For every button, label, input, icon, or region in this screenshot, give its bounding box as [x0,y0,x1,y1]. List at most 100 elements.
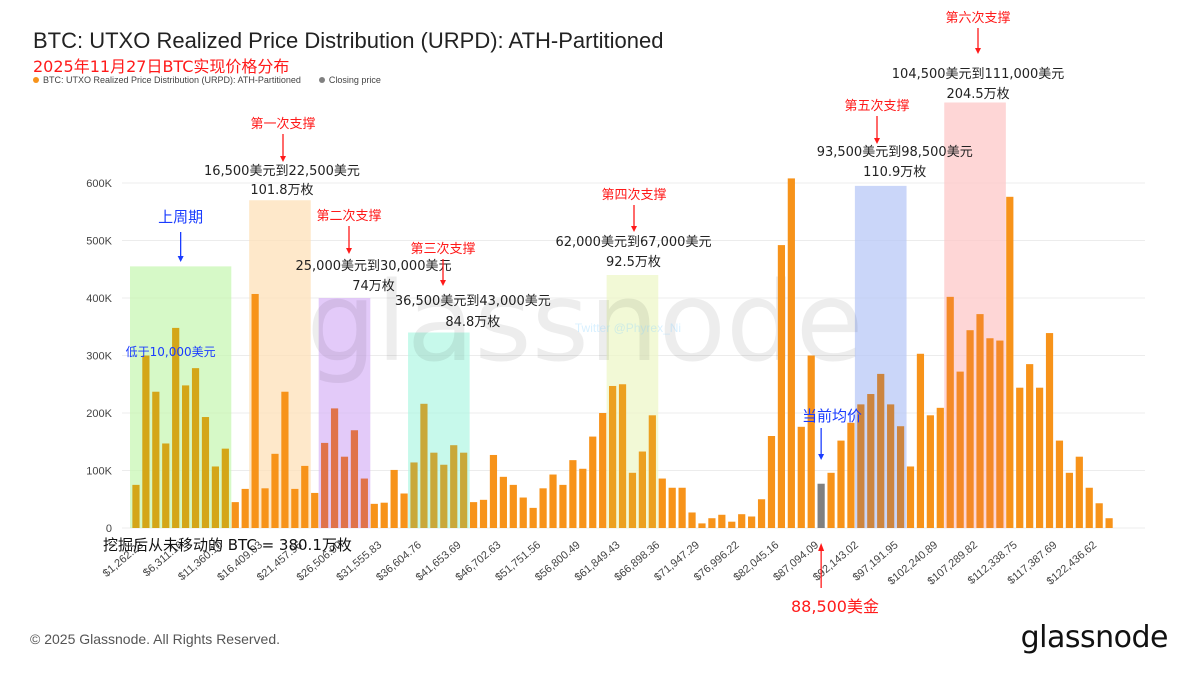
bar [708,518,716,528]
bar [430,452,438,528]
bar [579,468,587,528]
zone-range: 25,000美元到30,000美元 [296,259,452,274]
bar [271,453,279,528]
bar [728,521,736,528]
zone-amount: 74万枚 [352,279,395,294]
unmoved-btc-label: 挖掘后从未移动的 BTC = 380.1万枚 [103,536,352,554]
bar [1035,387,1044,528]
bar [996,340,1004,528]
bar [748,516,756,528]
y-tick-label: 300K [86,351,112,363]
bar [231,502,239,528]
bar [916,353,925,528]
bar [599,413,607,528]
bar [678,487,686,528]
zone-label: 第一次支撑 [250,116,315,132]
bar [837,440,845,528]
bar [718,514,726,528]
bar [509,484,517,528]
y-tick-label: 200K [86,408,112,420]
bar [787,178,795,528]
bar [370,503,378,528]
bar [499,476,507,528]
zone-sublabel: 低于10,000美元 [126,345,216,359]
y-tick-label: 0 [106,523,112,535]
bar [688,512,696,528]
bar [777,245,786,528]
bar [698,523,706,528]
bar [152,391,160,528]
bar [350,430,359,528]
legend-label: BTC: UTXO Realized Price Distribution (U… [43,75,301,85]
glassnode-logo[interactable]: glassnode [1020,620,1169,655]
bar [986,338,994,528]
y-tick-label: 100K [86,466,112,478]
zone-range: 62,000美元到67,000美元 [555,235,711,250]
bar [867,394,875,528]
bar [628,472,637,528]
bar [400,493,408,528]
zone-label: 第二次支撑 [316,208,381,224]
bar [618,384,627,528]
bar [132,484,140,528]
arrow-head-icon [346,248,352,254]
bar [976,314,984,528]
bar [460,452,468,528]
zone-amount: 84.8万枚 [445,315,500,330]
bar [906,466,915,528]
arrow-head-icon [975,48,981,54]
zone-label: 第三次支撑 [410,241,475,257]
zone-amount: 101.8万枚 [250,183,313,198]
bar [410,462,418,528]
bar [1075,456,1083,528]
bar [887,404,895,528]
legend-dot-icon [318,77,325,83]
bar [797,426,805,528]
zone-range: 36,500美元到43,000美元 [395,294,551,309]
bar [380,502,388,528]
bar [658,478,666,528]
arrow-head-icon [631,226,637,232]
legend-item-urpd[interactable]: BTC: UTXO Realized Price Distribution (U… [33,75,301,85]
bar [162,443,170,528]
bar [142,355,150,528]
bar [340,456,349,528]
bar [489,454,498,528]
bar [1006,196,1014,529]
bars [132,178,1113,529]
arrow-head-icon [818,454,825,460]
copyright: © 2025 Glassnode. All Rights Reserved. [30,631,281,647]
zone-range: 16,500美元到22,500美元 [204,164,360,179]
support-zone [249,200,311,528]
bar [241,488,249,528]
bar [450,445,458,528]
y-axis-ticks: 0 100K 200K 300K 400K 500K 600K [86,178,112,535]
bar [519,497,527,528]
bar [1085,487,1093,528]
zone-label: 第六次支撑 [945,10,1010,26]
bar [827,472,835,528]
bar [1105,518,1113,528]
support-zone [944,102,1006,528]
bar [569,460,577,528]
bar [559,484,567,528]
bar [291,488,299,528]
bar [609,385,617,528]
bar [757,499,766,528]
bar [807,355,815,528]
bar [469,502,478,528]
bar [479,499,488,528]
zone-amount: 92.5万枚 [606,255,661,270]
bar [201,417,210,528]
legend-item-closing-price[interactable]: Closing price [318,75,381,85]
bar [817,483,825,528]
y-tick-label: 600K [86,178,112,190]
watermark-twitter: Twitter @Phyrex_Ni [575,321,681,335]
zone-range: 104,500美元到111,000美元 [892,67,1065,82]
zone-label: 第四次支撑 [601,187,666,203]
bar [1016,387,1024,528]
bar [390,469,398,528]
zone-amount: 204.5万枚 [946,87,1009,102]
bar [539,488,547,528]
